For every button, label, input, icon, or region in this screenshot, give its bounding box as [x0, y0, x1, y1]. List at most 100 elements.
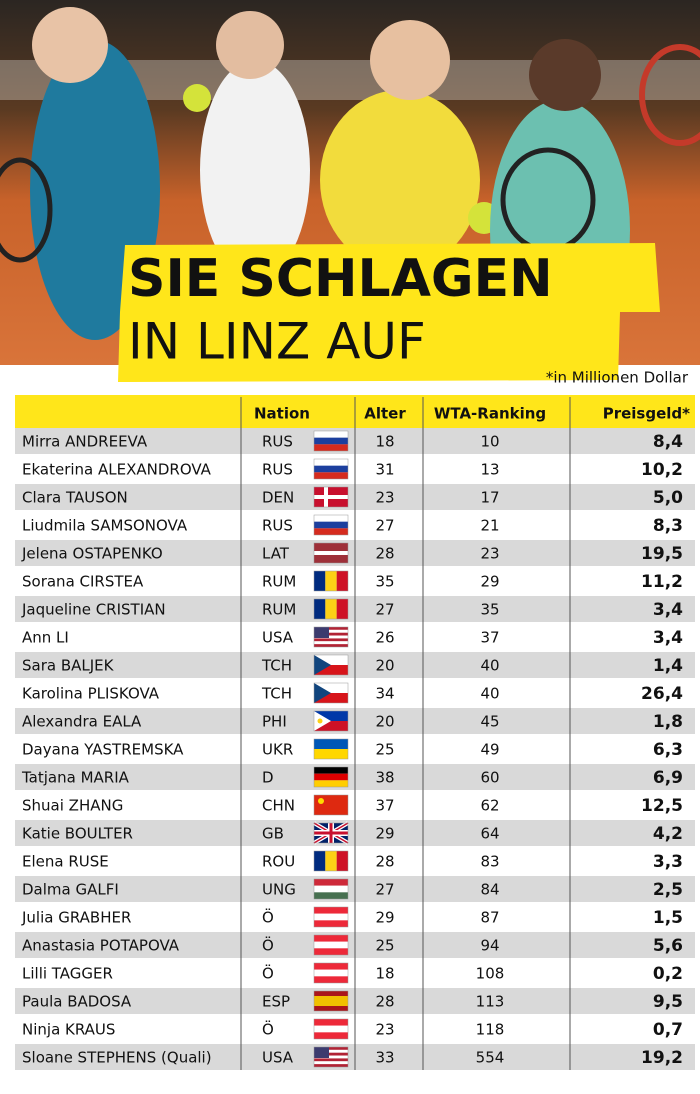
flag-border [313, 878, 349, 900]
flag [313, 542, 349, 564]
flag [313, 682, 349, 704]
age: 23 [375, 1021, 394, 1039]
wta-ranking: 23 [480, 545, 499, 563]
flag-part [314, 431, 348, 438]
flag-part [314, 627, 348, 630]
player-name: Liudmila SAMSONOVA [22, 517, 188, 535]
flag-part [314, 641, 348, 645]
flag-part [314, 963, 348, 970]
flag-part [314, 976, 348, 983]
flag [313, 570, 349, 592]
flag-border [313, 542, 349, 564]
flag-part [336, 851, 348, 871]
flag-part [314, 571, 326, 591]
flag-border [313, 934, 349, 956]
flag-part [325, 851, 337, 871]
flag [313, 598, 349, 620]
nation: RUS [262, 517, 293, 535]
nation: UKR [262, 741, 293, 759]
flag-part [325, 571, 337, 591]
flag-part [314, 559, 348, 563]
flag-part [314, 543, 348, 547]
age: 23 [375, 489, 394, 507]
flag-part [314, 683, 331, 703]
flag-part [314, 515, 348, 522]
player-name: Shuai ZHANG [22, 797, 123, 815]
player-name: Paula BADOSA [22, 993, 132, 1011]
age: 27 [375, 881, 394, 899]
wta-ranking: 62 [480, 797, 499, 815]
flag-part [314, 913, 348, 921]
flag-border [313, 766, 349, 788]
flag-part [314, 991, 348, 996]
wta-ranking: 64 [480, 825, 499, 843]
flag-border [313, 850, 349, 872]
flag [313, 486, 349, 508]
wta-ranking: 45 [480, 713, 499, 731]
flag-part [314, 795, 348, 815]
age: 34 [375, 685, 394, 703]
prize-money: 2,5 [653, 880, 683, 900]
flag-part [314, 1025, 348, 1033]
nation: DEN [262, 489, 294, 507]
flag-part [314, 1049, 348, 1053]
column-header: WTA-Ranking [434, 405, 546, 423]
flag [313, 1018, 349, 1040]
flag-border [313, 570, 349, 592]
flag-border [313, 1018, 349, 1040]
prize-money: 12,5 [641, 796, 683, 816]
player-name: Sara BALJEK [22, 657, 115, 675]
player-name: Ekaterina ALEXANDROVA [22, 461, 212, 479]
flag [313, 654, 349, 676]
prize-money: 1,8 [653, 712, 683, 732]
flag-part [314, 739, 348, 749]
nation: GB [262, 825, 284, 843]
wta-ranking: 40 [480, 685, 499, 703]
wta-ranking: 87 [480, 909, 499, 927]
flag [313, 766, 349, 788]
player-name: Karolina PLISKOVA [22, 685, 160, 703]
flag-border [313, 906, 349, 928]
flag-part [314, 655, 348, 665]
flag-part [314, 907, 348, 914]
flag [313, 710, 349, 732]
flag [313, 626, 349, 648]
flag-border [313, 710, 349, 732]
nation: RUS [262, 433, 293, 451]
player-name: Dayana YASTREMSKA [22, 741, 184, 759]
wta-ranking: 35 [480, 601, 499, 619]
flag-part [314, 935, 348, 942]
flag-part [314, 521, 348, 529]
nation: Ö [262, 964, 274, 983]
player-name: Dalma GALFI [22, 881, 119, 899]
flag [313, 1046, 349, 1068]
flag-part [314, 665, 348, 675]
flag-part [314, 721, 348, 731]
flag-border [313, 962, 349, 984]
nation: LAT [262, 545, 290, 563]
flag-part [314, 851, 326, 871]
flag-part [314, 555, 348, 559]
flag [313, 990, 349, 1012]
prize-money: 0,7 [653, 1020, 683, 1040]
player-name: Lilli TAGGER [22, 965, 113, 983]
wta-ranking: 10 [480, 433, 499, 451]
wta-ranking: 21 [480, 517, 499, 535]
flag-part [314, 996, 348, 1001]
nation: ESP [262, 993, 290, 1011]
prize-money: 0,2 [653, 964, 683, 984]
flag-border [313, 682, 349, 704]
flag-part [314, 773, 348, 781]
flag-part [314, 1052, 348, 1056]
flag [313, 934, 349, 956]
prize-money: 8,3 [653, 516, 683, 536]
age: 20 [375, 713, 394, 731]
age: 18 [375, 965, 394, 983]
flag-part [314, 472, 348, 479]
prize-money: 3,4 [653, 628, 683, 648]
prize-money: 6,9 [653, 768, 683, 788]
player-name: Jaqueline CRISTIAN [21, 601, 166, 619]
wta-ranking: 60 [480, 769, 499, 787]
player-name: Jelena OSTAPENKO [21, 545, 163, 563]
flag [313, 878, 349, 900]
